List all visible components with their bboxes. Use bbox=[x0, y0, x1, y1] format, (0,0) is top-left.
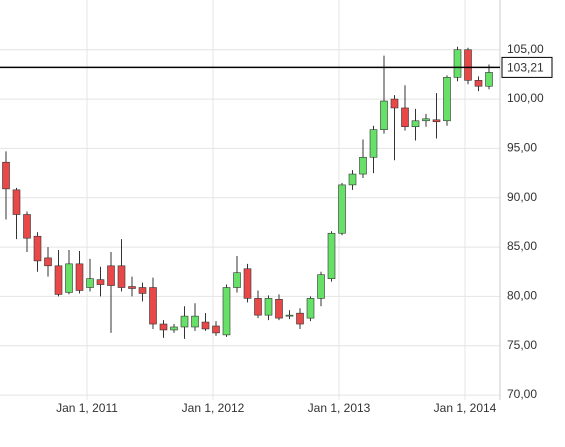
candle-body bbox=[44, 257, 52, 267]
reference-label-box bbox=[501, 56, 553, 78]
candle-body bbox=[453, 49, 462, 78]
candle-body bbox=[170, 326, 178, 331]
candle-body bbox=[411, 120, 420, 127]
y-tick-label: 100,00 bbox=[507, 91, 544, 105]
candle-body bbox=[107, 265, 115, 286]
candle-body bbox=[212, 325, 220, 334]
candle-body bbox=[338, 184, 346, 234]
x-tick-label: Jan 1, 2013 bbox=[308, 401, 371, 415]
candle-body bbox=[327, 232, 336, 279]
y-tick-label: 105,00 bbox=[507, 42, 544, 56]
candle-body bbox=[485, 72, 493, 87]
candle-body bbox=[348, 173, 357, 186]
candle-body bbox=[275, 299, 283, 319]
candle-body bbox=[380, 100, 388, 130]
y-tick-label: 75,00 bbox=[507, 338, 537, 352]
candle-body bbox=[285, 314, 294, 317]
x-tick-label: Jan 1, 2012 bbox=[182, 401, 245, 415]
candle-body bbox=[75, 263, 84, 291]
candle-body bbox=[390, 98, 399, 109]
candle-body bbox=[317, 274, 325, 299]
candle-body bbox=[254, 298, 262, 316]
candle-body bbox=[128, 286, 136, 289]
candle-body bbox=[306, 298, 315, 319]
y-tick-label: 80,00 bbox=[507, 289, 537, 303]
candle-body bbox=[222, 287, 231, 336]
y-tick-label: 95,00 bbox=[507, 141, 537, 155]
candle-body bbox=[54, 265, 63, 295]
candle-body bbox=[191, 315, 199, 328]
candle-body bbox=[359, 156, 367, 175]
y-tick-label: 90,00 bbox=[507, 190, 537, 204]
y-tick-label: 85,00 bbox=[507, 239, 537, 253]
candle-body bbox=[422, 118, 430, 122]
candle-body bbox=[233, 272, 241, 288]
candle-body bbox=[443, 77, 451, 122]
candle-body bbox=[96, 279, 105, 285]
y-tick-label: 70,00 bbox=[507, 387, 537, 401]
candle-body bbox=[33, 235, 42, 262]
candle-body bbox=[2, 161, 10, 190]
candle-body bbox=[474, 80, 483, 87]
candle-body bbox=[464, 49, 472, 81]
candle-body bbox=[86, 278, 94, 288]
candle-body bbox=[401, 107, 409, 127]
candle-body bbox=[296, 312, 304, 325]
candle-body bbox=[149, 287, 157, 325]
candle-body bbox=[117, 265, 126, 288]
candle-body bbox=[159, 323, 168, 331]
candle-body bbox=[65, 263, 73, 293]
candle-body bbox=[201, 321, 210, 330]
candle-body bbox=[12, 189, 21, 215]
candle-body bbox=[138, 287, 147, 294]
x-tick-label: Jan 1, 2014 bbox=[434, 401, 497, 415]
candle-body bbox=[369, 129, 378, 158]
candle-body bbox=[180, 315, 189, 328]
x-tick-label: Jan 1, 2011 bbox=[56, 401, 118, 415]
candle-body bbox=[243, 268, 252, 299]
reference-label: 103,21 bbox=[507, 61, 544, 75]
candle-body bbox=[23, 214, 31, 239]
candle-body bbox=[432, 119, 441, 123]
candle-body bbox=[264, 298, 273, 316]
